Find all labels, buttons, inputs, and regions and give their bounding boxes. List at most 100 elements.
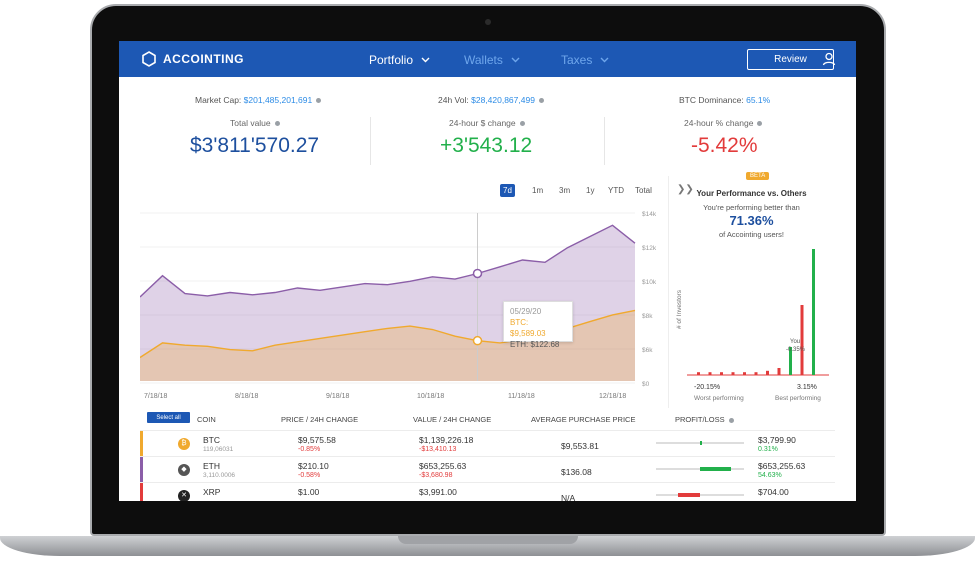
chevron-down-icon	[600, 57, 609, 63]
y-tick-label: $0	[642, 381, 650, 388]
volume-value: $28,420,867,499	[471, 95, 535, 105]
percent-change-value: -5.42%	[691, 134, 758, 157]
info-icon[interactable]	[538, 98, 544, 104]
value-change: -$13,410.13	[419, 446, 457, 453]
profit-loss-percent: 54.63%	[758, 472, 782, 479]
table-row[interactable]: ◆ ETH 3,110.0006 $210.10 -0.58% $653,255…	[140, 456, 835, 483]
select-all-button[interactable]: Select all	[147, 412, 190, 423]
collapse-arrows-icon[interactable]: ❯❯	[677, 184, 694, 195]
series-area-btc	[140, 310, 635, 381]
portfolio-area-chart[interactable]: 7/18/18 8/18/18 9/18/18 10/18/18 11/18/18 12/…	[140, 201, 666, 401]
total-value: $3'811'570.27	[190, 134, 320, 157]
hover-point-eth[interactable]	[472, 268, 483, 279]
histogram-bar	[777, 368, 781, 375]
histogram-bar	[731, 372, 735, 375]
profit-loss-bar	[656, 467, 744, 471]
hover-point-btc[interactable]	[472, 335, 483, 346]
x-tick-label: 7/18/18	[144, 393, 167, 400]
market-cap-label: Market Cap:	[195, 95, 242, 105]
review-button[interactable]: Review	[747, 49, 834, 70]
histogram-bar	[708, 372, 712, 375]
max-value: 3.15%	[797, 384, 817, 391]
performance-title: Your Performance vs. Others	[696, 189, 807, 198]
col-value[interactable]: VALUE / 24H CHANGE	[413, 415, 492, 424]
x-tick-label: 8/18/18	[235, 393, 258, 400]
info-icon[interactable]	[316, 98, 322, 104]
histogram-bar	[766, 370, 769, 375]
nav-wallets-label: Wallets	[464, 53, 503, 67]
price: $1.00	[298, 487, 320, 497]
portfolio-chart-panel	[140, 176, 666, 408]
min-value: -20.15%	[694, 384, 720, 391]
histogram-bar	[800, 305, 804, 375]
price: $9,575.58	[298, 435, 336, 445]
range-1m[interactable]: 1m	[532, 186, 544, 195]
row-color-bar	[140, 431, 143, 457]
profit-loss: $3,799.90	[758, 435, 796, 445]
coin-name: BTC	[203, 435, 220, 445]
profit-loss-fill	[700, 467, 731, 471]
tooltip-btc: BTC: $9,589.03	[510, 318, 546, 338]
average-price: $136.08	[561, 467, 592, 477]
range-ytd[interactable]: YTD	[608, 186, 624, 195]
info-icon[interactable]	[274, 121, 280, 127]
range-7d[interactable]: 7d	[500, 184, 515, 197]
nav-wallets[interactable]: Wallets	[464, 53, 520, 67]
y-tick-label: $12k	[642, 245, 657, 252]
info-icon[interactable]	[728, 417, 734, 423]
top-navigation-bar: ACCOINTING Portfolio Wallets Taxes Revie…	[119, 41, 856, 77]
range-1y[interactable]: 1y	[586, 186, 595, 195]
user-icon[interactable]	[822, 52, 836, 66]
histogram-bar	[720, 372, 723, 375]
coin-name: XRP	[203, 487, 221, 497]
col-price[interactable]: PRICE / 24H CHANGE	[281, 415, 359, 424]
col-profit-loss[interactable]: PROFIT/LOSS	[675, 415, 734, 424]
nav-taxes[interactable]: Taxes	[561, 53, 609, 67]
logo[interactable]: ACCOINTING	[141, 51, 244, 67]
range-total[interactable]: Total	[635, 186, 652, 195]
nav-portfolio[interactable]: Portfolio	[369, 53, 430, 67]
x-tick-label: 9/18/18	[326, 393, 349, 400]
you-label: You	[790, 339, 800, 345]
y-tick-label: $8k	[642, 313, 653, 320]
profit-loss: $704.00	[758, 487, 789, 497]
beta-badge: BETA	[746, 172, 770, 180]
dollar-change-value: +3'543.12	[440, 134, 533, 157]
value-change: -$3,680.98	[419, 472, 453, 479]
total-value-label: Total value	[230, 118, 280, 128]
price-change: -0.85%	[298, 446, 321, 453]
divider	[370, 117, 371, 165]
nav-taxes-label: Taxes	[561, 53, 593, 67]
xrp-icon: ✕	[178, 490, 190, 501]
row-color-bar	[140, 483, 143, 501]
info-icon[interactable]	[519, 121, 525, 127]
dominance-label: BTC Dominance:	[679, 95, 744, 105]
table-row[interactable]: ✕ XRP $1.00 $3,991.00 N/A $704.00	[140, 482, 835, 501]
bitcoin-icon: ₿	[178, 438, 190, 450]
coin-name: ETH	[203, 461, 220, 471]
info-icon[interactable]	[757, 121, 763, 127]
nav-portfolio-label: Portfolio	[369, 53, 414, 67]
performance-panel	[668, 176, 835, 408]
logo-text: ACCOINTING	[163, 52, 244, 66]
tooltip-date: 05/29/20	[510, 307, 542, 316]
histogram-bar	[789, 347, 792, 375]
app-screen: ACCOINTING Portfolio Wallets Taxes Revie…	[119, 41, 856, 501]
x-tick-label: 10/18/18	[417, 393, 444, 400]
dollar-change-label: 24-hour $ change	[449, 118, 525, 128]
col-avg-price[interactable]: AVERAGE PURCHASE PRICE	[531, 415, 636, 424]
profit-loss-bar	[656, 441, 744, 445]
histogram-bar	[743, 372, 746, 375]
table-row[interactable]: ₿ BTC 119,06031 $9,575.58 -0.85% $1,139,…	[140, 430, 835, 457]
divider	[604, 117, 605, 165]
profit-loss: $653,255.63	[758, 461, 806, 471]
performance-subtitle: You're performing better than	[703, 203, 800, 212]
x-tick-label: 11/18/18	[508, 393, 535, 400]
laptop-notch	[398, 536, 578, 544]
percent-change-label: 24-hour % change	[684, 118, 763, 128]
profit-loss-percent: 0.31%	[758, 446, 778, 453]
laptop-base	[0, 536, 975, 556]
coin-quantity: 3,110.0006	[203, 472, 236, 479]
col-coin[interactable]: COIN	[197, 415, 216, 424]
range-3m[interactable]: 3m	[559, 186, 571, 195]
